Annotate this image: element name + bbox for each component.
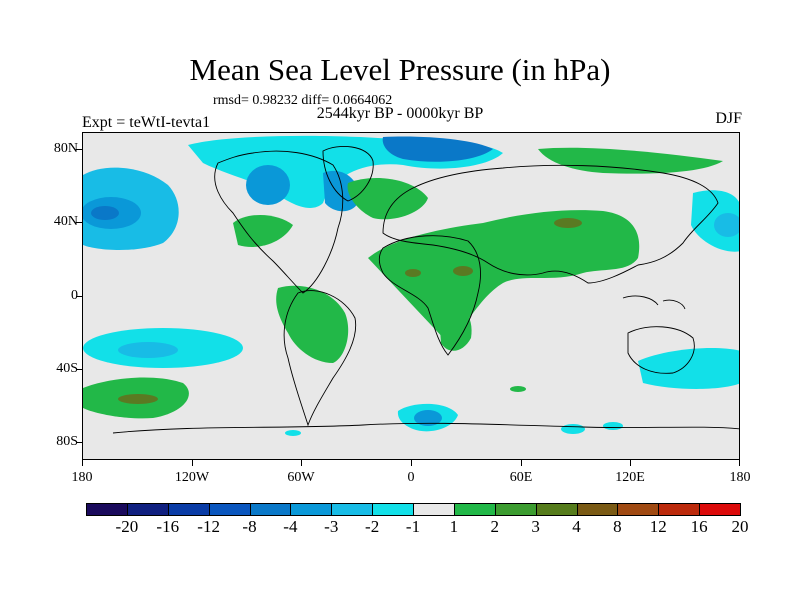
antarctic-small-low-2	[603, 422, 623, 430]
arctic-low-core	[382, 136, 493, 162]
y-tick-0	[76, 296, 82, 297]
chart-title: Mean Sea Level Pressure (in hPa)	[189, 52, 611, 87]
map-panel	[82, 132, 740, 460]
himalaya-core	[554, 218, 582, 228]
legend-label-7: -1	[405, 517, 421, 536]
negative-anomaly-regions	[83, 135, 739, 436]
y-label-80n: 80N	[53, 141, 78, 156]
coastline-australia	[627, 326, 695, 374]
legend-label-14: 16	[690, 517, 708, 536]
y-label-40s: 40S	[56, 361, 78, 376]
antarctic-small-low-3	[285, 430, 301, 436]
pressure-anomaly-map	[83, 135, 739, 436]
north-africa-high	[368, 210, 640, 343]
legend-label-8: 1	[449, 517, 459, 536]
southern-africa-high	[438, 300, 472, 351]
coastline-south-america	[283, 290, 357, 427]
legend-swatch-4	[249, 503, 292, 516]
legend-swatch-6	[331, 503, 374, 516]
x-tick-120w	[192, 460, 193, 466]
south-indian-low	[638, 348, 739, 389]
legend-swatch-5	[290, 503, 333, 516]
legend-label-15: 20	[731, 517, 749, 536]
coastline-africa	[378, 235, 481, 356]
season-label: DJF	[715, 110, 742, 127]
europe-high	[347, 178, 428, 220]
x-label-120w: 120W	[174, 470, 210, 485]
south-america-high	[276, 285, 349, 363]
greenland-low	[323, 170, 359, 212]
coastline-indonesia	[622, 295, 686, 310]
east-pacific-core	[714, 213, 739, 237]
legend-label-1: -16	[156, 517, 180, 536]
y-tick-40s	[76, 369, 82, 370]
legend-label-13: 12	[649, 517, 667, 536]
legend-label-10: 3	[531, 517, 540, 536]
legend-label-5: -3	[324, 517, 339, 536]
legend-label-12: 8	[613, 517, 622, 536]
period-subtitle: 2544kyr BP - 0000kyr BP	[316, 105, 484, 122]
legend-swatch-12	[576, 503, 619, 516]
y-tick-40n	[76, 222, 82, 223]
x-label-0: 0	[407, 470, 415, 485]
coastlines	[112, 145, 739, 434]
legend-swatch-8	[413, 503, 455, 516]
coastline-antarctica	[112, 422, 739, 434]
coastline-north-america	[214, 150, 344, 294]
x-label-180-right: 180	[729, 470, 751, 485]
y-tick-80s	[76, 442, 82, 443]
positive-anomaly-regions	[83, 147, 723, 419]
x-label-120e: 120E	[615, 470, 645, 485]
legend-swatch-3	[208, 503, 251, 516]
legend-label-6: -2	[365, 517, 380, 536]
legend-label-2: -12	[197, 517, 220, 536]
legend-swatch-13	[617, 503, 660, 516]
x-tick-180-right	[739, 460, 740, 466]
siberia-high	[538, 147, 723, 174]
legend-swatch-14	[658, 503, 701, 516]
experiment-label: Expt = teWtI-tevta1	[82, 114, 211, 131]
canada-low	[246, 165, 290, 205]
legend-swatch-11	[535, 503, 578, 516]
legend-swatch-9	[453, 503, 496, 516]
coastline-eurasia	[382, 164, 719, 284]
color-legend	[86, 503, 741, 516]
legend-swatch-0	[86, 503, 128, 516]
south-indian-small-high	[510, 386, 526, 392]
legend-label-4: -4	[283, 517, 298, 536]
x-tick-120e	[630, 460, 631, 466]
x-label-60e: 60E	[509, 470, 533, 485]
legend-swatch-10	[494, 503, 537, 516]
atlantic-high	[233, 214, 293, 247]
antarctic-low-core	[414, 410, 442, 426]
sahara-core	[405, 269, 421, 277]
y-label-40n: 40N	[53, 214, 78, 229]
north-pacific-center	[91, 206, 119, 220]
y-label-0: 0	[71, 288, 78, 303]
coastline-greenland	[322, 145, 374, 202]
legend-label-11: 4	[572, 517, 581, 536]
legend-swatch-2	[167, 503, 210, 516]
legend-swatch-7	[372, 503, 414, 516]
legend-swatch-1	[126, 503, 169, 516]
x-tick-60w	[301, 460, 302, 466]
x-tick-0	[411, 460, 412, 466]
legend-label-3: -8	[242, 517, 257, 536]
y-tick-80n	[76, 149, 82, 150]
y-label-80s: 80S	[56, 434, 78, 449]
legend-swatch-15	[699, 503, 741, 516]
x-label-60w: 60W	[287, 470, 315, 485]
stats-text: rmsd= 0.98232 diff= 0.0664062	[213, 93, 393, 108]
arabia-core	[453, 266, 473, 276]
x-tick-180-left	[82, 460, 83, 466]
x-label-180-left: 180	[71, 470, 93, 485]
legend-label-9: 2	[490, 517, 500, 536]
antarctic-small-low-1	[561, 424, 585, 434]
south-pacific-core	[118, 342, 178, 358]
legend-label-0: -20	[115, 517, 139, 536]
south-atlantic-core	[118, 394, 158, 404]
x-tick-60e	[521, 460, 522, 466]
